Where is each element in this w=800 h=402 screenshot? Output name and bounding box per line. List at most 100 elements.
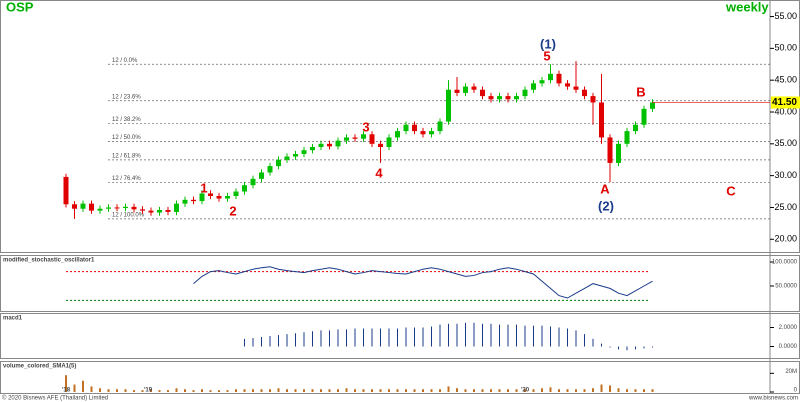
candle-body: [616, 143, 621, 163]
candle-body: [497, 96, 502, 100]
candle-body: [352, 137, 358, 139]
candle-body: [556, 73, 562, 84]
candle-body: [590, 96, 596, 103]
stochastic-panel: [0, 255, 800, 312]
y-tick-label: 25.00: [774, 202, 797, 212]
candle-body: [199, 193, 205, 202]
candle-body: [429, 131, 434, 135]
y-tick-label: 50.00: [774, 43, 797, 53]
fib-label: 12 / 23.6%: [112, 94, 141, 100]
fib-label: 12 / 100.0%: [112, 212, 145, 218]
panel-title: macd1: [3, 316, 23, 322]
timeframe: weekly: [725, 0, 769, 14]
fib-label: 12 / 61.8%: [112, 153, 141, 159]
wave-label: 2: [229, 203, 236, 218]
candle-body: [165, 210, 171, 212]
x-tick-label: '19: [144, 388, 153, 394]
candle-body: [157, 210, 162, 213]
wave-label: 3: [362, 119, 369, 134]
wave-label: (2): [598, 198, 614, 213]
candle-body: [182, 199, 188, 204]
candle-body: [174, 203, 179, 212]
candle-body: [191, 199, 196, 202]
candle-body: [293, 154, 298, 157]
y-tick-label: 45.00: [774, 75, 797, 85]
wave-label: 5: [543, 48, 550, 63]
y-tick-label: 20.00: [774, 234, 797, 244]
y-tick-label: 30.00: [774, 170, 797, 180]
wave-label: (1): [540, 36, 556, 51]
candle-body: [114, 207, 120, 209]
y-tick-label: 40.00: [774, 106, 797, 116]
candle-body: [233, 191, 239, 196]
candle-body: [650, 102, 655, 109]
candle-body: [361, 134, 366, 139]
y-tick-label: 2.0000: [779, 325, 798, 331]
fib-label: 12 / 50.0%: [112, 135, 141, 141]
candle-body: [148, 210, 154, 213]
footer-left: © 2020 Bisnews AFE (Thailand) Limited: [2, 395, 108, 402]
candle-body: [633, 124, 638, 132]
wave-label: B: [636, 84, 645, 99]
candle-body: [97, 208, 103, 211]
fib-label: 12 / 0.0%: [112, 58, 138, 64]
candle-body: [140, 209, 145, 211]
x-tick-label: '18: [62, 388, 71, 394]
panel-title: volume_colored_SMA1(5): [3, 364, 76, 370]
candle-body: [480, 89, 485, 97]
y-tick-label: 55.00: [774, 11, 797, 21]
candle-body: [514, 96, 519, 100]
candle-body: [488, 96, 494, 100]
candle-body: [318, 143, 324, 147]
candle-body: [89, 203, 94, 211]
candle-body: [284, 156, 290, 160]
fib-label: 12 / 38.2%: [112, 117, 141, 123]
candle-body: [412, 124, 417, 132]
x-tick-label: '20: [521, 388, 530, 394]
candle-body: [242, 185, 247, 192]
volume-panel: [0, 361, 800, 394]
candle-body: [327, 143, 332, 147]
y-tick-label: 20M: [785, 369, 797, 375]
candle-body: [369, 134, 375, 144]
y-tick-label: 100.0000: [772, 260, 798, 266]
y-tick-label: 50.0000: [775, 284, 797, 290]
candle-body: [225, 196, 230, 199]
y-tick-label: 35.00: [774, 138, 797, 148]
candle-body: [573, 86, 579, 90]
last-price-tag: [771, 96, 800, 109]
chart-title: OSP: [6, 0, 34, 14]
candle-body: [565, 83, 570, 87]
candle-body: [420, 131, 426, 135]
fib-label: 12 / 76.4%: [112, 176, 141, 182]
candle-body: [641, 108, 647, 125]
candle-body: [216, 196, 222, 199]
wave-label: 1: [200, 180, 207, 195]
last-price-label: 41.50: [772, 97, 797, 108]
candle-body: [276, 159, 281, 167]
y-tick-label: 0.0000: [779, 344, 798, 350]
candle-body: [548, 73, 553, 81]
panel-title: modified_stochastic_oscillator1: [3, 258, 95, 264]
candle-body: [582, 89, 587, 97]
candle-body: [80, 203, 86, 209]
candle-body: [522, 89, 528, 97]
footer-right: www.bisnews.com: [748, 396, 798, 402]
y-tick-label: 0: [794, 388, 798, 394]
candle-body: [599, 102, 604, 138]
wave-label: A: [600, 181, 610, 196]
candle-body: [446, 89, 451, 122]
candle-body: [437, 121, 443, 132]
candle-body: [72, 204, 77, 209]
candle-body: [531, 83, 536, 90]
candle-body: [208, 193, 213, 196]
candle-body: [335, 140, 341, 147]
candle-body: [471, 86, 477, 90]
candle-body: [344, 137, 349, 141]
candle-body: [267, 166, 273, 173]
stochastic-line: [193, 266, 653, 299]
candle-body: [63, 176, 69, 205]
candle-body: [259, 172, 264, 179]
candle-body: [386, 137, 392, 147]
